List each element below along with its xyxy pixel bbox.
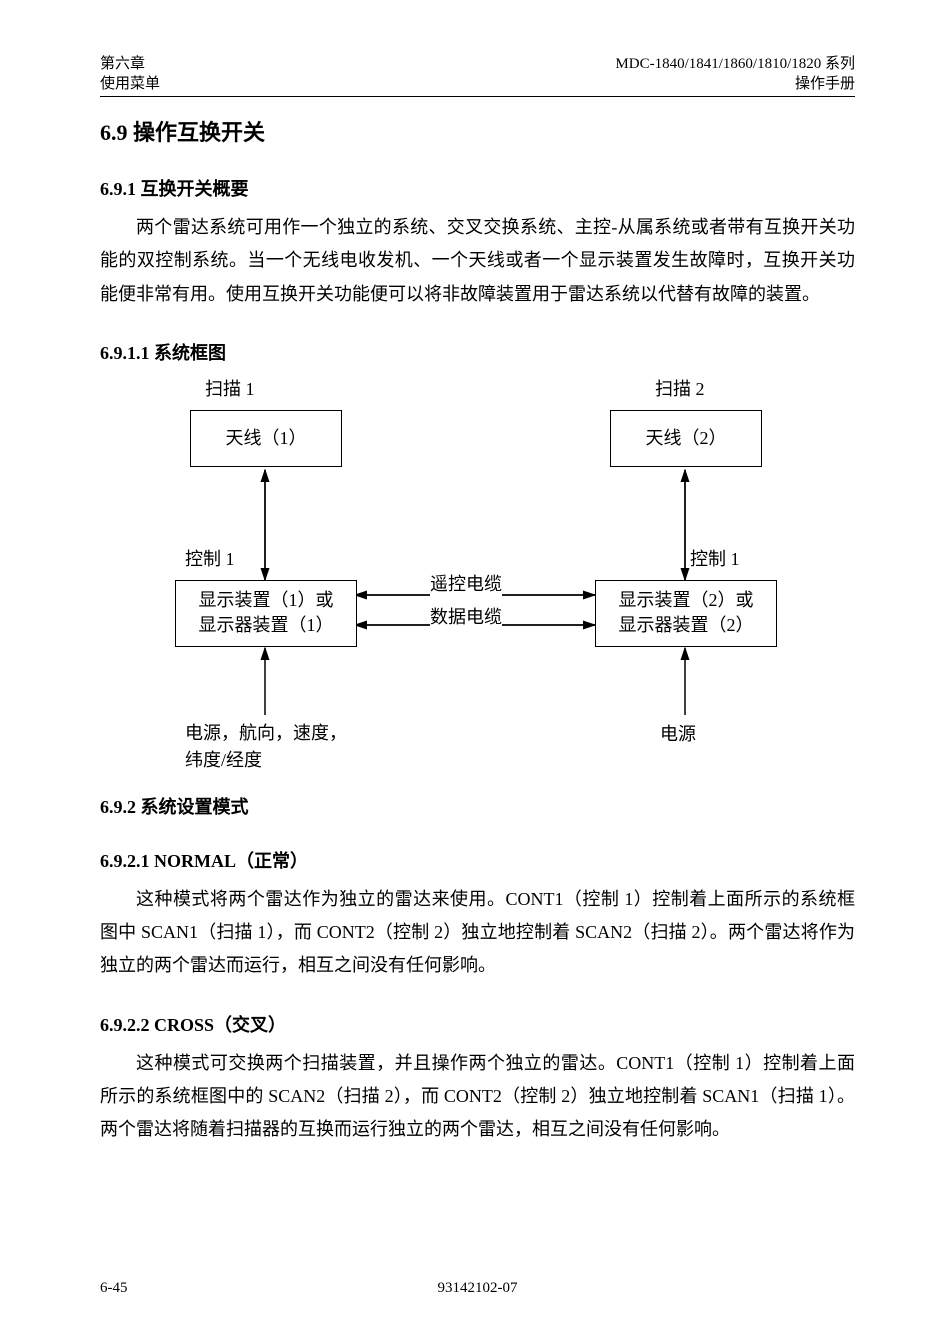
label-power-left: 电源，航向，速度， 纬度/经度 (185, 720, 347, 774)
header-rule (100, 96, 855, 97)
header-manual: 操作手册 (615, 75, 855, 95)
section-6-9-1-title: 6.9.1 互换开关概要 (100, 175, 855, 201)
page-footer: 6-45 93142102-07 (100, 1280, 855, 1297)
label-ctrl-right: 控制 1 (690, 545, 740, 571)
label-remote-cable: 遥控电缆 (430, 570, 502, 596)
system-block-diagram: 扫描 1 扫描 2 天线（1） 天线（2） 控制 1 控制 1 遥控电缆 数据电… (130, 375, 830, 775)
section-6-9-1-para: 两个雷达系统可用作一个独立的系统、交叉交换系统、主控-从属系统或者带有互换开关功… (100, 211, 855, 311)
section-6-9-2-1-para: 这种模式将两个雷达作为独立的雷达来使用。CONT1（控制 1）控制着上面所示的系… (100, 883, 855, 983)
node-display-2: 显示装置（2）或 显示器装置（2） (595, 580, 777, 647)
label-power-right: 电源 (660, 720, 696, 746)
label-scan1: 扫描 1 (205, 375, 255, 401)
label-scan2: 扫描 2 (655, 375, 705, 401)
section-6-9-1-1-title: 6.9.1.1 系统框图 (100, 339, 855, 365)
page: 第六章 使用菜单 MDC-1840/1841/1860/1810/1820 系列… (0, 0, 945, 1337)
footer-doc-id: 93142102-07 (100, 1280, 855, 1297)
section-6-9-2-2-para: 这种模式可交换两个扫描装置，并且操作两个独立的雷达。CONT1（控制 1）控制着… (100, 1047, 855, 1147)
header-chapter: 第六章 (100, 55, 160, 75)
node-antenna-1: 天线（1） (190, 410, 342, 467)
header-subtitle: 使用菜单 (100, 75, 160, 95)
label-ctrl-left: 控制 1 (185, 545, 235, 571)
section-6-9-2-1-title: 6.9.2.1 NORMAL（正常） (100, 847, 855, 873)
header-right: MDC-1840/1841/1860/1810/1820 系列 操作手册 (615, 55, 855, 94)
header-model: MDC-1840/1841/1860/1810/1820 系列 (615, 55, 855, 75)
section-6-9-title: 6.9 操作互换开关 (100, 115, 855, 147)
label-data-cable: 数据电缆 (430, 603, 502, 629)
page-header: 第六章 使用菜单 MDC-1840/1841/1860/1810/1820 系列… (100, 55, 855, 94)
node-antenna-2: 天线（2） (610, 410, 762, 467)
header-left: 第六章 使用菜单 (100, 55, 160, 94)
section-6-9-2-title: 6.9.2 系统设置模式 (100, 793, 855, 819)
node-display-1: 显示装置（1）或 显示器装置（1） (175, 580, 357, 647)
section-6-9-2-2-title: 6.9.2.2 CROSS（交叉） (100, 1011, 855, 1037)
